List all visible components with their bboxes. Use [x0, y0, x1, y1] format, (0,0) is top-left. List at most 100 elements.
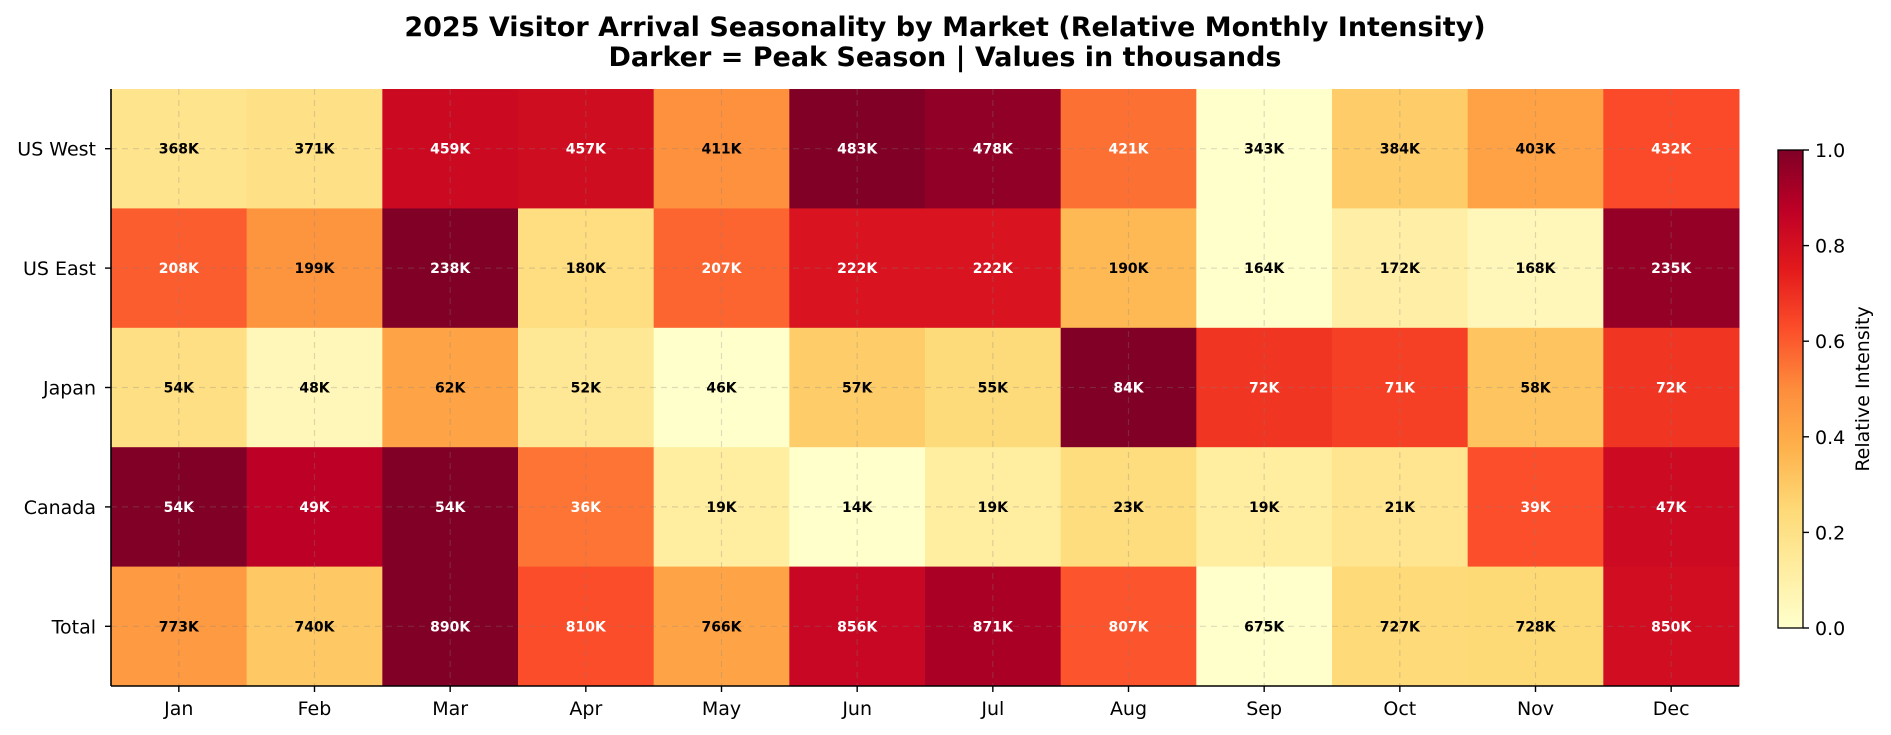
cell-value-label: 459K — [430, 142, 471, 158]
cell-value-label: 810K — [566, 619, 607, 635]
heatmap-cell — [518, 89, 655, 209]
x-tick-label: Apr — [569, 698, 602, 720]
colorbar-label: Relative Intensity — [1852, 306, 1874, 471]
cell-value-label: 675K — [1244, 619, 1285, 635]
x-tick-label: Nov — [1517, 698, 1554, 720]
heatmap-cell — [1467, 447, 1604, 568]
y-tick-label: Canada — [24, 497, 96, 519]
heatmap-cell — [1603, 89, 1740, 209]
heatmap-cell — [1332, 208, 1469, 329]
heatmap-cell — [653, 89, 790, 209]
heatmap-cell — [1060, 327, 1197, 448]
heatmap-cell — [111, 327, 248, 448]
x-tick-label: Jan — [163, 698, 193, 720]
cell-value-label: 411K — [701, 142, 742, 158]
cell-value-label: 457K — [566, 142, 607, 158]
cell-value-label: 49K — [299, 500, 330, 516]
cell-value-label: 48K — [299, 381, 330, 397]
cell-value-label: 343K — [1244, 142, 1285, 158]
heatmap-cell — [1332, 89, 1469, 209]
heatmap-cell — [1196, 89, 1333, 209]
cell-value-label: 57K — [842, 381, 873, 397]
cell-value-label: 403K — [1515, 142, 1556, 158]
y-tick-label: Total — [51, 616, 96, 638]
heatmap-cell — [1060, 208, 1197, 329]
heatmap-cell — [1060, 447, 1197, 568]
heatmap-cell — [518, 566, 655, 687]
heatmap-cell — [789, 566, 926, 687]
heatmap-cell — [925, 89, 1062, 209]
cell-value-label: 478K — [973, 142, 1014, 158]
cell-value-label: 766K — [701, 619, 742, 635]
cell-value-label: 740K — [294, 619, 335, 635]
gridlines — [111, 89, 1739, 686]
chart-subtitle: Darker = Peak Season | Values in thousan… — [609, 42, 1282, 73]
cell-value-label: 19K — [978, 500, 1009, 516]
cell-value-label: 222K — [837, 261, 878, 277]
y-tick-label: US West — [17, 139, 96, 161]
chart-title: 2025 Visitor Arrival Seasonality by Mark… — [404, 12, 1485, 43]
cell-value-label: 84K — [1113, 381, 1144, 397]
heatmap-cell — [1196, 447, 1333, 568]
heatmap-cell — [1467, 89, 1604, 209]
cell-value-label: 54K — [164, 381, 195, 397]
heatmap-cell — [925, 208, 1062, 329]
cell-value-label: 238K — [430, 261, 471, 277]
cell-value-label: 172K — [1380, 261, 1421, 277]
cell-value-label: 54K — [164, 500, 195, 516]
cell-value-label: 368K — [159, 142, 200, 158]
heatmap-cell — [925, 566, 1062, 687]
cell-value-label: 46K — [706, 381, 737, 397]
x-tick-label: Jun — [841, 698, 872, 720]
heatmap-cell — [382, 327, 519, 448]
cell-value-label: 727K — [1380, 619, 1421, 635]
cell-value-label: 807K — [1108, 619, 1149, 635]
cell-value-label: 168K — [1515, 261, 1556, 277]
heatmap-cell — [1603, 447, 1740, 568]
cell-value-label: 222K — [973, 261, 1014, 277]
heatmap-cell — [1467, 327, 1604, 448]
colorbar-tick-label: 0.0 — [1815, 618, 1845, 640]
cell-value-label: 856K — [837, 619, 878, 635]
cell-value-label: 235K — [1651, 261, 1692, 277]
cell-value-label: 190K — [1108, 261, 1149, 277]
cell-value-label: 71K — [1385, 381, 1416, 397]
heatmap-cell — [382, 89, 519, 209]
cell-value-label: 19K — [1249, 500, 1280, 516]
x-tick-label: Aug — [1110, 698, 1147, 720]
cell-value-label: 47K — [1656, 500, 1687, 516]
colorbar: 0.0 0.2 0.4 0.6 0.8 1.0 Relative Intensity — [1777, 140, 1874, 640]
colorbar-tick-label: 0.4 — [1815, 427, 1845, 449]
heatmap-cell — [518, 208, 655, 329]
heatmap-cell — [246, 566, 383, 687]
cell-value-label: 52K — [571, 381, 602, 397]
x-tick-label: Dec — [1653, 698, 1690, 720]
cell-value-label: 432K — [1651, 142, 1692, 158]
cell-value-label: 36K — [571, 500, 602, 516]
heatmap-cell — [111, 208, 248, 329]
cell-value-label: 23K — [1113, 500, 1144, 516]
heatmap-cell — [382, 208, 519, 329]
heatmap-cell — [653, 208, 790, 329]
heatmap-cell — [653, 447, 790, 568]
colorbar-tick-label: 0.6 — [1815, 331, 1845, 353]
heatmap-cell — [1603, 566, 1740, 687]
cell-value-label: 384K — [1380, 142, 1421, 158]
heatmap-cell — [789, 89, 926, 209]
heatmap-cell — [1060, 566, 1197, 687]
heatmap-cell — [789, 447, 926, 568]
heatmap-cell — [246, 89, 383, 209]
cell-value-label: 39K — [1520, 500, 1551, 516]
cell-value-label: 55K — [978, 381, 1009, 397]
cell-value-label: 371K — [294, 142, 335, 158]
heatmap-cell — [1332, 447, 1469, 568]
colorbar-tick-label: 0.2 — [1815, 522, 1845, 544]
y-tick-label: Japan — [42, 378, 96, 400]
cell-labels: 368K 371K 459K 457K 411K 483K 478K 421K 343K 384K… — [159, 142, 1693, 636]
heatmap-cell — [246, 327, 383, 448]
heatmap-cell — [111, 566, 248, 687]
heatmap-cell — [246, 447, 383, 568]
heatmap-cell — [925, 447, 1062, 568]
cell-value-label: 208K — [159, 261, 200, 277]
